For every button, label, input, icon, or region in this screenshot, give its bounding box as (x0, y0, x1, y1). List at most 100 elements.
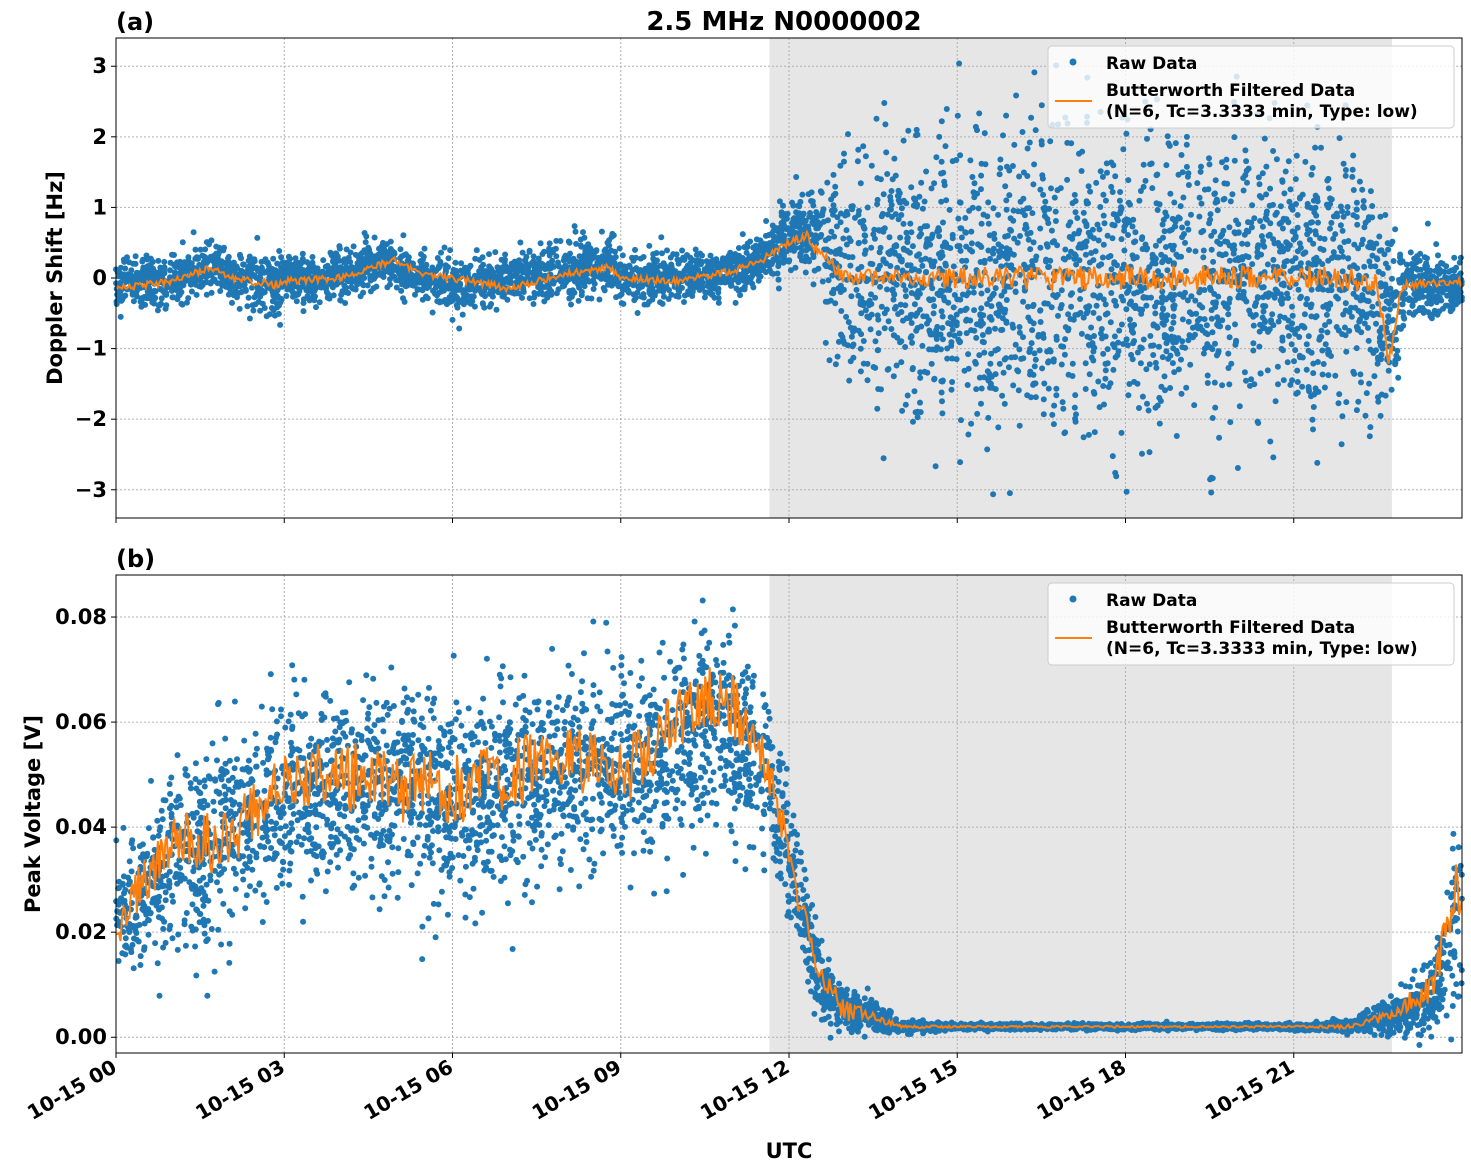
raw-data-point (924, 239, 930, 246)
raw-data-point (1322, 341, 1329, 348)
raw-data-point (907, 220, 914, 227)
raw-data-point (1046, 205, 1053, 212)
raw-data-point (971, 180, 978, 187)
raw-data-point (715, 289, 722, 296)
raw-data-point (1161, 332, 1168, 338)
raw-data-point (1210, 258, 1217, 265)
raw-data-point (1326, 318, 1333, 325)
raw-data-point (996, 171, 1003, 178)
raw-data-point (889, 176, 896, 183)
raw-data-point (936, 133, 943, 140)
raw-data-point (1198, 200, 1205, 207)
raw-data-point (1364, 311, 1371, 318)
raw-data-point (1302, 158, 1309, 165)
raw-data-point (1054, 291, 1061, 298)
raw-data-point (803, 247, 810, 254)
raw-data-point (1335, 254, 1342, 261)
raw-data-point (872, 294, 879, 301)
raw-data-point (278, 254, 285, 261)
raw-data-point (188, 288, 195, 295)
raw-data-point (1351, 370, 1358, 377)
raw-data-point (1388, 386, 1395, 393)
raw-data-point (641, 301, 648, 308)
raw-data-point (892, 211, 899, 218)
raw-data-point (875, 330, 882, 337)
raw-data-point (845, 319, 852, 326)
raw-data-point (1176, 291, 1183, 298)
raw-data-point (984, 287, 991, 294)
raw-data-point (931, 180, 938, 187)
raw-data-point (1112, 173, 1119, 180)
raw-data-point (895, 216, 902, 223)
raw-data-point (1338, 441, 1345, 448)
raw-data-point (908, 320, 915, 326)
raw-data-point (920, 313, 927, 320)
raw-data-point (456, 325, 463, 332)
raw-data-point (1054, 187, 1061, 194)
raw-data-point (1100, 212, 1107, 219)
raw-data-point (930, 310, 937, 317)
raw-data-point (1191, 402, 1198, 409)
raw-data-point (732, 299, 739, 306)
raw-data-point (1303, 366, 1310, 373)
raw-data-point (250, 307, 257, 314)
raw-data-point (1291, 358, 1297, 365)
raw-data-point (309, 254, 316, 260)
raw-data-point (1171, 369, 1178, 376)
raw-data-point (772, 225, 779, 231)
raw-data-point (744, 244, 751, 251)
raw-data-point (860, 338, 867, 344)
raw-data-point (1019, 129, 1026, 135)
raw-data-point (1078, 330, 1085, 337)
raw-data-point (1212, 404, 1219, 411)
raw-data-point (981, 259, 988, 266)
raw-data-point (958, 234, 965, 241)
raw-data-point (1045, 385, 1052, 392)
raw-data-point (1259, 223, 1266, 230)
raw-data-point (842, 212, 849, 219)
raw-data-point (560, 257, 567, 264)
raw-data-point (1252, 302, 1259, 309)
raw-data-point (681, 292, 688, 299)
raw-data-point (1223, 156, 1230, 163)
raw-data-point (200, 273, 207, 280)
raw-data-point (959, 291, 966, 298)
raw-data-point (1090, 348, 1097, 355)
raw-data-point (924, 369, 931, 376)
raw-data-point (963, 316, 970, 323)
raw-data-point (883, 149, 890, 156)
raw-data-point (1259, 241, 1266, 248)
raw-data-point (1107, 319, 1114, 326)
raw-data-point (605, 281, 611, 288)
raw-data-point (1457, 254, 1464, 261)
raw-data-point (813, 225, 820, 232)
raw-data-point (316, 299, 323, 306)
raw-data-point (1096, 226, 1103, 233)
raw-data-point (996, 303, 1003, 310)
raw-data-point (1406, 309, 1413, 316)
raw-data-point (1079, 148, 1086, 155)
raw-data-point (998, 263, 1005, 270)
raw-data-point (881, 310, 888, 317)
raw-data-point (857, 368, 864, 375)
raw-data-point (846, 235, 853, 242)
raw-data-point (850, 354, 857, 361)
raw-data-point (1097, 168, 1104, 175)
raw-data-point (1211, 291, 1218, 297)
raw-data-point (999, 392, 1006, 399)
raw-data-point (1185, 182, 1192, 188)
raw-data-point (1340, 253, 1347, 260)
raw-data-point (903, 200, 910, 207)
raw-data-point (1365, 298, 1372, 305)
raw-data-point (478, 287, 485, 294)
raw-data-point (956, 330, 963, 337)
raw-data-point (1040, 396, 1047, 403)
raw-data-point (1318, 144, 1324, 151)
raw-data-point (709, 291, 716, 298)
raw-data-point (1356, 178, 1363, 185)
raw-data-point (244, 303, 251, 310)
raw-data-point (1008, 354, 1015, 361)
raw-data-point (1060, 405, 1067, 412)
raw-data-point (1136, 405, 1142, 411)
raw-data-point (412, 291, 418, 298)
